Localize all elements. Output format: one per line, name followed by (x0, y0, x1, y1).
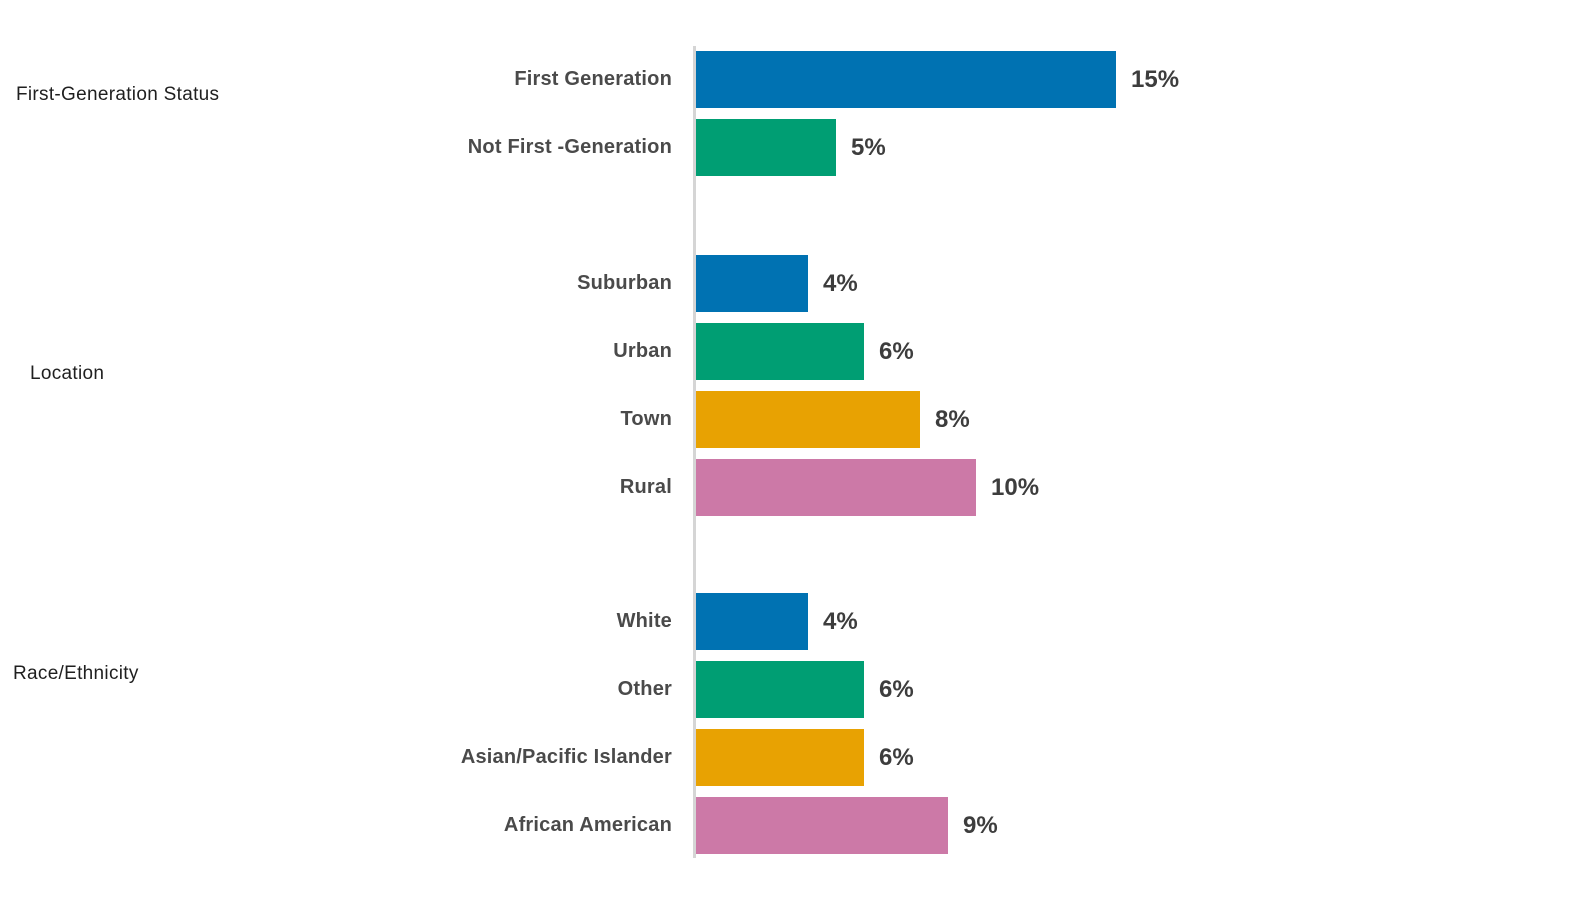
group-location: Suburban 4% Urban 6% Town 8% Rural 10% (0, 255, 1572, 527)
value-label: 5% (851, 133, 886, 161)
bar (696, 51, 1116, 108)
bar (696, 323, 864, 380)
y-axis-line (693, 46, 696, 858)
bar-row-suburban: Suburban 4% (0, 255, 1572, 312)
bar-label: Rural (619, 476, 672, 498)
bar (696, 661, 864, 718)
bar-label: Other (617, 678, 672, 700)
bar-row-rural: Rural 10% (0, 459, 1572, 516)
bar-label: Suburban (577, 272, 672, 294)
value-label: 15% (1131, 65, 1180, 93)
bar (696, 459, 976, 516)
bar-label: White (616, 610, 672, 632)
bar-row-asian-pacific-islander: Asian/Pacific Islander 6% (0, 729, 1572, 786)
bar-label: Town (620, 408, 672, 430)
bar-label: African American (503, 814, 672, 836)
bar (696, 255, 808, 312)
value-label: 6% (879, 337, 914, 365)
value-label: 4% (823, 607, 858, 635)
value-label: 10% (991, 473, 1040, 501)
bar (696, 729, 864, 786)
bar-row-other: Other 6% (0, 661, 1572, 718)
group-label-race-ethnicity: Race/Ethnicity (13, 663, 139, 684)
value-label: 4% (823, 269, 858, 297)
group-race-ethnicity: White 4% Other 6% Asian/Pacific Islander… (0, 593, 1572, 865)
group-first-generation-status: First Generation 15% Not First -Generati… (0, 51, 1572, 187)
group-label-first-generation-status: First-Generation Status (16, 84, 220, 105)
bar (696, 391, 920, 448)
bar-row-white: White 4% (0, 593, 1572, 650)
bar (696, 593, 808, 650)
bar-row-first-generation: First Generation 15% (0, 51, 1572, 108)
value-label: 9% (963, 811, 998, 839)
bar-row-urban: Urban 6% (0, 323, 1572, 380)
group-label-location: Location (30, 363, 105, 384)
value-label: 8% (935, 405, 970, 433)
bar-label: Not First -Generation (467, 136, 672, 158)
bar-row-not-first-generation: Not First -Generation 5% (0, 119, 1572, 176)
value-label: 6% (879, 743, 914, 771)
bar-label: First Generation (514, 68, 672, 90)
value-label: 6% (879, 675, 914, 703)
bar-row-african-american: African American 9% (0, 797, 1572, 854)
bar-label: Urban (613, 340, 672, 362)
bar (696, 797, 948, 854)
bar (696, 119, 836, 176)
bar-label: Asian/Pacific Islander (460, 746, 672, 768)
bar-row-town: Town 8% (0, 391, 1572, 448)
